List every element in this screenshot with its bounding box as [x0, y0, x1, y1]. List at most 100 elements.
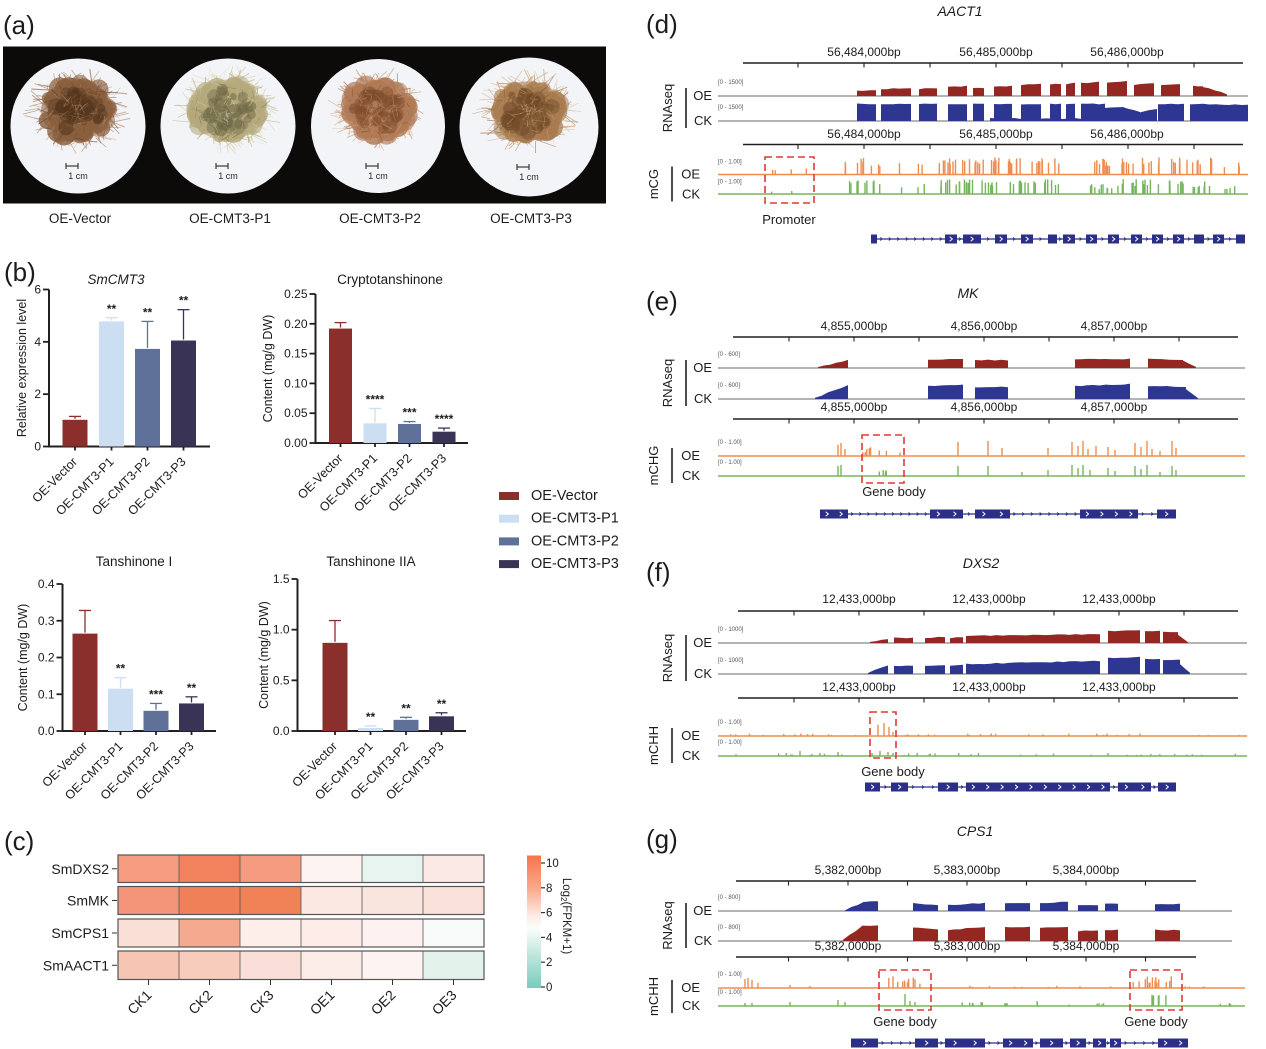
svg-text:**: ** — [401, 701, 411, 715]
svg-text:Relative expression level: Relative expression level — [15, 299, 29, 437]
svg-text:1 cm: 1 cm — [68, 171, 88, 181]
svg-text:0.0: 0.0 — [273, 724, 290, 738]
svg-text:Tanshinone IIA: Tanshinone IIA — [326, 554, 415, 569]
svg-text:[0 - 1.00]: [0 - 1.00] — [718, 972, 742, 978]
svg-text:1 cm: 1 cm — [519, 172, 539, 182]
svg-text:**: ** — [179, 294, 189, 308]
svg-text:0.4: 0.4 — [38, 577, 55, 591]
svg-text:CK: CK — [694, 113, 712, 128]
svg-text:SmCPS1: SmCPS1 — [51, 925, 109, 941]
svg-text:4,855,000bp: 4,855,000bp — [821, 400, 888, 414]
svg-text:OE: OE — [693, 903, 712, 918]
svg-text:**: ** — [143, 305, 153, 319]
svg-text:4,856,000bp: 4,856,000bp — [951, 319, 1018, 333]
svg-text:[0 - 1500]: [0 - 1500] — [718, 80, 744, 86]
svg-text:DXS2: DXS2 — [963, 555, 1000, 571]
svg-text:***: *** — [149, 687, 163, 701]
svg-text:[0 - 1.00]: [0 - 1.00] — [718, 460, 742, 466]
svg-text:[0 - 1.00]: [0 - 1.00] — [718, 160, 742, 166]
svg-text:SmMK: SmMK — [67, 893, 110, 909]
svg-text:0.10: 0.10 — [284, 376, 308, 390]
svg-text:0.5: 0.5 — [273, 673, 290, 687]
svg-text:[0 - 1000]: [0 - 1000] — [718, 627, 744, 633]
svg-text:(g): (g) — [646, 824, 678, 854]
svg-text:mCHH: mCHH — [646, 726, 661, 765]
svg-text:OE-CMT3-P1: OE-CMT3-P1 — [189, 211, 271, 226]
svg-text:4,857,000bp: 4,857,000bp — [1081, 400, 1148, 414]
svg-text:OE: OE — [681, 980, 700, 995]
svg-text:OE-Vector: OE-Vector — [49, 211, 112, 226]
svg-text:0.20: 0.20 — [284, 317, 308, 331]
svg-text:56,486,000bp: 56,486,000bp — [1090, 45, 1164, 59]
svg-text:5,384,000bp: 5,384,000bp — [1053, 939, 1120, 953]
svg-text:mCHG: mCHG — [646, 446, 661, 486]
svg-text:(e): (e) — [646, 286, 678, 316]
svg-text:0: 0 — [546, 982, 552, 994]
svg-text:1.5: 1.5 — [273, 572, 290, 586]
svg-text:***: *** — [402, 406, 416, 420]
svg-text:56,484,000bp: 56,484,000bp — [827, 127, 901, 141]
svg-text:CK: CK — [682, 748, 700, 763]
svg-text:(d): (d) — [646, 9, 678, 39]
svg-text:56,485,000bp: 56,485,000bp — [959, 45, 1033, 59]
svg-text:5,382,000bp: 5,382,000bp — [815, 939, 882, 953]
svg-text:(f): (f) — [646, 557, 671, 587]
svg-text:0.05: 0.05 — [284, 406, 308, 420]
svg-text:OE: OE — [681, 728, 700, 743]
svg-text:CPS1: CPS1 — [957, 823, 994, 839]
svg-text:MK: MK — [958, 285, 980, 301]
svg-text:mCG: mCG — [646, 169, 661, 199]
svg-text:56,485,000bp: 56,485,000bp — [959, 127, 1033, 141]
svg-text:0.3: 0.3 — [38, 614, 55, 628]
svg-text:Promoter: Promoter — [762, 212, 816, 227]
svg-text:OE-CMT3-P1: OE-CMT3-P1 — [531, 511, 619, 527]
svg-text:(a): (a) — [3, 10, 35, 40]
svg-text:OE: OE — [681, 448, 700, 463]
svg-text:OE: OE — [693, 360, 712, 375]
svg-text:OE: OE — [693, 88, 712, 103]
svg-text:Tanshinone I: Tanshinone I — [96, 554, 173, 569]
svg-text:5,384,000bp: 5,384,000bp — [1053, 863, 1120, 877]
svg-text:CK: CK — [682, 187, 700, 202]
svg-text:[0 - 1.00]: [0 - 1.00] — [718, 740, 742, 746]
svg-text:12,433,000bp: 12,433,000bp — [952, 592, 1026, 606]
svg-text:4,857,000bp: 4,857,000bp — [1081, 319, 1148, 333]
svg-text:12,433,000bp: 12,433,000bp — [1082, 592, 1156, 606]
svg-text:1 cm: 1 cm — [368, 171, 388, 181]
svg-text:**: ** — [107, 302, 117, 316]
svg-text:0.25: 0.25 — [284, 287, 308, 301]
svg-text:[0 - 800]: [0 - 800] — [718, 895, 740, 901]
svg-text:0.15: 0.15 — [284, 347, 308, 361]
svg-text:**: ** — [366, 710, 376, 724]
svg-text:12,433,000bp: 12,433,000bp — [822, 680, 896, 694]
svg-text:Log2(FPKM+1): Log2(FPKM+1) — [559, 878, 572, 955]
svg-text:12,433,000bp: 12,433,000bp — [822, 592, 896, 606]
svg-text:[0 - 1500]: [0 - 1500] — [718, 105, 744, 111]
svg-text:CK: CK — [694, 391, 712, 406]
svg-text:4: 4 — [546, 932, 553, 944]
svg-text:OE-CMT3-P2: OE-CMT3-P2 — [339, 211, 421, 226]
svg-text:**: ** — [437, 697, 447, 711]
svg-text:5,383,000bp: 5,383,000bp — [934, 863, 1001, 877]
svg-text:RNAseq: RNAseq — [660, 359, 675, 407]
svg-text:0.2: 0.2 — [38, 651, 55, 665]
svg-text:**: ** — [187, 681, 197, 695]
svg-text:Gene body: Gene body — [862, 484, 926, 499]
svg-text:AACT1: AACT1 — [936, 3, 982, 19]
svg-text:6: 6 — [34, 283, 41, 297]
svg-text:[0 - 800]: [0 - 800] — [718, 925, 740, 931]
svg-text:[0 - 1.00]: [0 - 1.00] — [718, 720, 742, 726]
svg-text:Content (mg/g DW): Content (mg/g DW) — [16, 604, 30, 712]
svg-text:2: 2 — [546, 957, 552, 969]
svg-text:[0 - 600]: [0 - 600] — [718, 352, 740, 358]
svg-text:12,433,000bp: 12,433,000bp — [1082, 680, 1156, 694]
svg-text:OE-Vector: OE-Vector — [531, 488, 598, 504]
svg-text:0: 0 — [34, 440, 41, 454]
svg-text:CK: CK — [694, 666, 712, 681]
svg-text:Gene body: Gene body — [873, 1014, 937, 1029]
svg-text:CK: CK — [682, 998, 700, 1013]
svg-text:[0 - 1.00]: [0 - 1.00] — [718, 180, 742, 186]
svg-text:0.0: 0.0 — [38, 724, 55, 738]
svg-text:SmAACT1: SmAACT1 — [43, 957, 109, 973]
svg-text:1 cm: 1 cm — [218, 171, 238, 181]
